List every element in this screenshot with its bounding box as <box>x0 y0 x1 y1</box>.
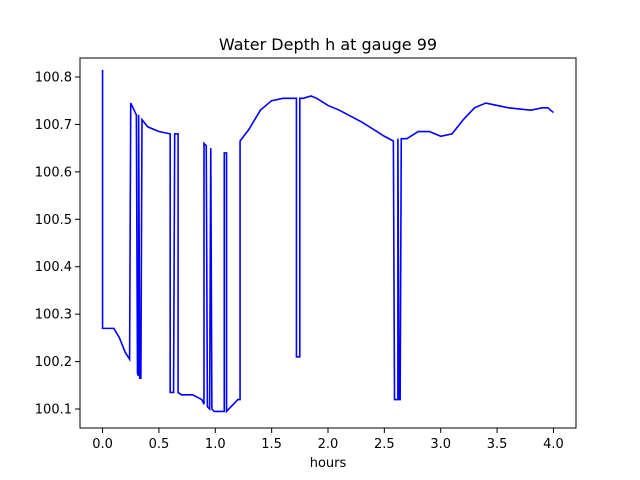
y-tick-label: 100.8 <box>35 70 72 85</box>
x-tick-label: 4.0 <box>543 437 564 452</box>
series-line <box>101 69 554 414</box>
x-tick-label: 3.5 <box>487 437 508 452</box>
y-tick-label: 100.5 <box>35 213 72 228</box>
y-tick-label: 100.4 <box>35 260 72 275</box>
chart-title: Water Depth h at gauge 99 <box>219 35 437 54</box>
y-tick-label: 100.3 <box>35 308 72 323</box>
x-tick-label: 1.0 <box>205 437 226 452</box>
y-tick-label: 100.7 <box>35 118 72 133</box>
y-tick-label: 100.6 <box>35 165 72 180</box>
y-tick-label: 100.1 <box>35 403 72 418</box>
x-tick-label: 0.5 <box>149 437 170 452</box>
x-tick-label: 2.5 <box>374 437 395 452</box>
x-tick-label: 0.0 <box>92 437 113 452</box>
x-tick-label: 3.0 <box>430 437 451 452</box>
x-tick-label: 2.0 <box>318 437 339 452</box>
x-axis-label: hours <box>310 456 347 471</box>
x-axis: 0.0 0.5 1.0 1.5 2.0 2.5 3.0 3.5 4.0 <box>92 428 564 452</box>
y-axis: 100.1 100.2 100.3 100.4 100.5 100.6 100.7 100.8 <box>35 70 80 418</box>
x-tick-label: 1.5 <box>261 437 282 452</box>
y-tick-label: 100.2 <box>35 355 72 370</box>
